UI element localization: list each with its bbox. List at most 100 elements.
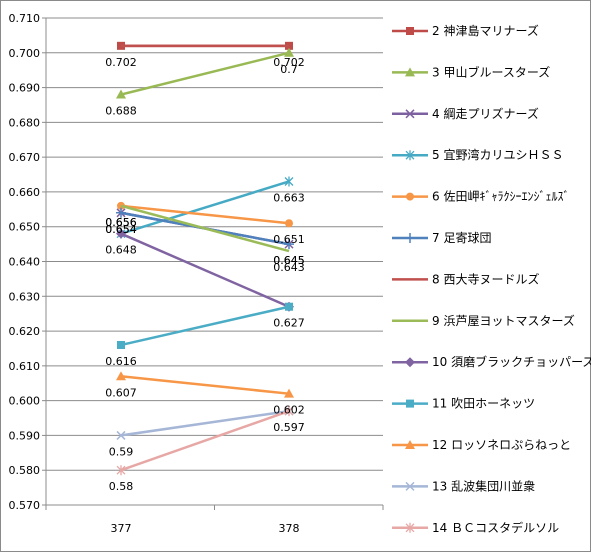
legend-label: 9 浜芦屋ヨットマスターズ [432,313,575,328]
data-point [284,176,294,187]
series-line [120,305,290,347]
data-point [284,47,294,57]
legend-label: 8 西大寺ヌードルズ [432,271,539,286]
y-tick-label: 0.610 [9,360,41,373]
legend-label: 4 綱走プリズナーズ [432,106,539,121]
series-line [120,180,290,235]
legend-item: 4 綱走プリズナーズ [392,106,539,121]
data-label: 0.656 [105,216,137,229]
legend-item: 11 吹田ホーネッツ [392,397,535,411]
data-label: 0.643 [273,261,305,274]
grid-lines [46,17,383,471]
data-label: 0.688 [105,105,137,118]
y-tick-label: 0.600 [9,395,41,408]
legend-item: 6 佐田岬ｷﾞｬﾗｸｼｰｴﾝｼﾞｪﾙｽﾞ [392,190,569,204]
y-tick-label: 0.650 [9,221,41,234]
legend-label: 3 甲山ブルースターズ [432,64,550,79]
legend-item: 7 足寄球団 [392,230,491,245]
data-point [285,219,293,228]
data-point [405,233,415,243]
data-label: 0.651 [273,233,305,246]
x-tick-label: 378 [279,522,300,535]
data-point [116,207,126,218]
data-point [406,192,414,201]
legend-item: 3 甲山ブルースターズ [392,64,550,79]
series-line [120,375,290,395]
legend-item: 2 神津島マリナーズ [392,23,539,38]
data-label: 0.7 [280,63,298,76]
legend-item: 12 ロッソネロぷらねっと [392,438,571,452]
data-point [284,239,294,250]
y-tick-label: 0.630 [9,290,41,303]
data-point [284,406,294,417]
legend-item: 10 須磨ブラックチョッパーズ [392,354,591,369]
data-label: 0.616 [105,355,137,368]
data-label: 0.607 [105,386,137,399]
data-point [284,388,294,398]
data-label: 0.602 [273,404,305,417]
series-12 [116,406,294,440]
data-point [405,522,415,533]
legend-label: 10 須磨ブラックチョッパーズ [432,354,591,369]
y-tick-label: 0.660 [9,186,41,199]
legend: 2 神津島マリナーズ 3 甲山ブルースターズ 4 綱走プリズナーズ 5 宜野湾カリユシ… [392,23,591,535]
series-11 [116,371,294,398]
legend-item: 13 乱波集団川並衆 [392,478,535,493]
data-label: 0.654 [105,223,137,236]
legend-item: 14 ＢＣコスタデルソル [392,520,559,535]
data-point [116,228,126,239]
legend-label: 2 神津島マリナーズ [432,23,539,38]
series-line [120,232,290,308]
legend-label: 13 乱波集団川並衆 [432,478,535,493]
data-label: 0.656 [105,216,137,229]
data-point [116,371,126,381]
series-line [120,409,290,472]
series-lines [116,41,294,476]
series-2 [116,47,294,99]
data-point [405,150,415,161]
series-line [120,204,290,225]
data-point [116,89,126,99]
data-label: 0.59 [109,445,134,458]
y-tick-label: 0.710 [9,12,41,25]
series-line [120,409,290,437]
data-label: 0.702 [273,56,305,69]
data-label: 0.654 [105,223,137,236]
data-label: 0.702 [105,56,137,69]
legend-label: 14 ＢＣコスタデルソル [432,520,559,535]
data-point [405,357,415,368]
data-point [406,399,414,408]
data-point [285,302,293,311]
series-line [120,204,290,253]
y-tick-label: 0.570 [9,499,41,512]
x-axis-ticks: 377 378 [45,505,384,535]
y-tick-label: 0.690 [9,82,41,95]
data-point [117,340,125,349]
y-tick-label: 0.640 [9,256,41,269]
legend-label: 12 ロッソネロぷらねっと [432,438,571,452]
data-label: 0.645 [273,254,305,267]
series-10 [117,302,293,349]
legend-label: 7 足寄球団 [432,230,491,245]
data-label: 0.648 [105,244,137,257]
y-tick-label: 0.620 [9,325,41,338]
data-point [116,465,126,476]
legend-label: 5 宜野湾カリユシＨＳＳ [432,147,563,162]
legend-item: 8 西大寺ヌードルズ [392,271,539,286]
legend-item: 9 浜芦屋ヨットマスターズ [392,313,575,328]
y-tick-label: 0.680 [9,116,41,129]
data-point [405,481,415,491]
data-point [405,440,415,449]
y-tick-label: 0.700 [9,47,41,60]
data-label: 0.663 [273,191,305,204]
legend-label: 6 佐田岬ｷﾞｬﾗｸｼｰｴﾝｼﾞｪﾙｽﾞ [432,190,569,204]
series-8 [120,204,290,253]
series-5 [117,201,293,228]
data-label: 0.58 [109,480,134,493]
data-point [405,109,415,119]
data-labels: 0.702 0.702 0.688 0.7 0.654 0.645 0.648 0.663 0.… [105,56,305,493]
y-tick-label: 0.670 [9,151,41,164]
data-point [406,27,414,35]
